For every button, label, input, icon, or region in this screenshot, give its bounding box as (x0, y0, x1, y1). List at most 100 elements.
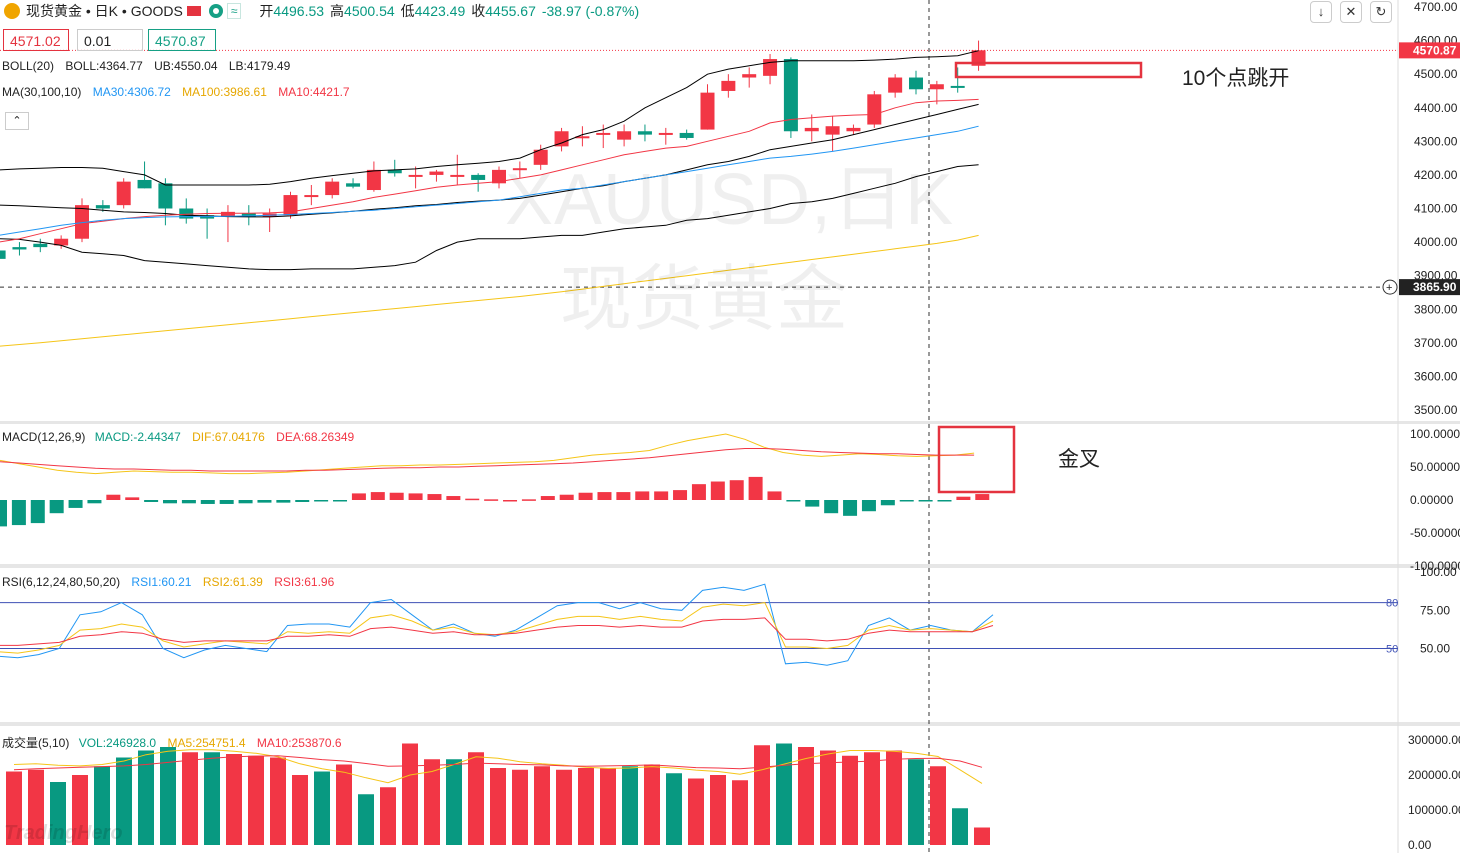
rsi1-value: RSI1:60.21 (131, 575, 192, 589)
sell-price-button[interactable]: 4571.02 (3, 29, 69, 51)
volume-bar (908, 759, 924, 845)
volume-bar (402, 743, 418, 845)
macd-histogram-bar (843, 500, 858, 516)
macd-histogram-bar (30, 500, 45, 524)
candle-body (804, 127, 819, 132)
collapse-legend-icon[interactable]: ⌃ (5, 112, 29, 130)
volume-bar (6, 771, 22, 845)
volume-bar (380, 787, 396, 845)
symbol-title[interactable]: 现货黄金 • 日K • GOODS (26, 3, 183, 19)
volume-bar (336, 764, 352, 845)
volume-bar (534, 766, 550, 845)
crosshair-add-icon (1382, 279, 1398, 295)
wave-icon[interactable]: ≈ (226, 3, 242, 19)
volume-axis-tick: 300000.00 (1408, 733, 1460, 747)
rsi-name: RSI(6,12,24,80,50,20) (2, 575, 121, 589)
macd-histogram-bar (219, 500, 234, 504)
volume-bar (644, 764, 660, 845)
boll-value: BOLL:4364.77 (65, 59, 143, 73)
high-value: 4500.54 (344, 3, 395, 19)
volume-bar (72, 775, 88, 845)
macd-histogram-bar (975, 494, 990, 500)
price-axis-tick: 4500.00 (1414, 67, 1458, 81)
macd-histogram-bar (389, 492, 404, 500)
candle-body (742, 74, 757, 78)
macd-histogram-bar (805, 500, 820, 507)
candle-body (575, 136, 590, 139)
refresh-icon[interactable]: ↻ (1370, 1, 1392, 23)
candle-body (492, 169, 506, 184)
candle-body (325, 181, 340, 196)
rsi2-value: RSI2:61.39 (202, 575, 263, 589)
volume-ma5-line (13, 749, 983, 784)
boll-ub: UB:4550.04 (154, 59, 218, 73)
candle-body (512, 168, 527, 171)
quantity-input[interactable]: 0.01 (77, 29, 143, 51)
vol-ma10-value: MA10:253870.6 (256, 736, 342, 750)
macd-axis-tick: -50.00000 (1410, 526, 1460, 540)
candle-body (137, 179, 152, 189)
brand-watermark: TradingHero (4, 822, 123, 844)
macd-histogram-bar (824, 500, 839, 514)
candle-body (950, 85, 965, 88)
vol-value: VOL:246928.0 (78, 736, 157, 750)
candle-body (909, 77, 923, 90)
close-value: 4455.67 (485, 3, 536, 19)
price-axis-tick: 4000.00 (1414, 235, 1458, 249)
volume-bar (622, 766, 638, 845)
gap-annotation: 10个点跳开 (1182, 67, 1290, 90)
macd-histogram-bar (87, 500, 102, 504)
market-status-icon (208, 4, 223, 18)
candle-body (346, 183, 361, 187)
macd-histogram-bar (238, 500, 253, 504)
macd-histogram-bar (673, 490, 688, 500)
macd-value: MACD:-2.44347 (94, 430, 181, 444)
dif-value: DIF:67.04176 (192, 430, 265, 444)
candle-body (825, 126, 840, 135)
candle-body (450, 174, 465, 177)
boll-upper-band (0, 50, 979, 186)
volume-bar (512, 769, 528, 845)
boll-legend: BOLL(20) BOLL:4364.77 UB:4550.04 LB:4179… (2, 59, 298, 73)
macd-histogram-bar (295, 500, 310, 502)
volume-bar (688, 778, 704, 845)
open-value: 4496.53 (273, 3, 325, 19)
macd-histogram-bar (68, 500, 83, 508)
candle-body (95, 205, 110, 209)
candle-body (783, 59, 798, 132)
ma100-value: MA100:3986.61 (182, 85, 267, 99)
close-icon[interactable]: ✕ (1340, 1, 1362, 23)
volume-bar (798, 747, 814, 845)
ma10-value: MA10:4421.7 (278, 85, 350, 99)
macd-legend: MACD(12,26,9) MACD:-2.44347 DIF:67.04176… (2, 430, 362, 444)
volume-bar (204, 752, 220, 845)
macd-histogram-bar (125, 497, 140, 500)
volume-bar (754, 745, 770, 845)
flag-icon (186, 6, 201, 16)
volume-bar (160, 747, 176, 845)
candle-body (54, 238, 69, 246)
gap-highlight-box (954, 61, 1143, 79)
macd-axis-tick: 50.00000 (1410, 460, 1460, 474)
download-icon[interactable]: ↓ (1310, 1, 1332, 23)
volume-bar (886, 750, 902, 845)
crosshair-add-glyph: + (1386, 282, 1392, 294)
candle-body (304, 195, 319, 198)
watermark-symbol: XAUUSD,日K (505, 160, 955, 240)
vol-legend: 成交量(5,10) VOL:246928.0 MA5:254751.4 MA10… (2, 734, 350, 751)
macd-histogram-bar (276, 500, 291, 503)
macd-histogram-bar (767, 491, 782, 500)
price-axis-tick: 4100.00 (1414, 202, 1458, 216)
price-axis-tick: 3500.00 (1414, 403, 1458, 417)
macd-histogram-bar (144, 500, 159, 502)
rsi-level-label: 50 (1386, 644, 1398, 656)
price-axis-tick: 3600.00 (1414, 369, 1458, 383)
candle-body (846, 127, 861, 132)
rsi-level-label: 80 (1386, 598, 1398, 610)
candle-body (33, 243, 48, 248)
candle-body (888, 77, 903, 93)
macd-histogram-bar (106, 494, 121, 500)
buy-price-button[interactable]: 4570.87 (148, 29, 216, 51)
macd-histogram-bar (427, 494, 442, 500)
